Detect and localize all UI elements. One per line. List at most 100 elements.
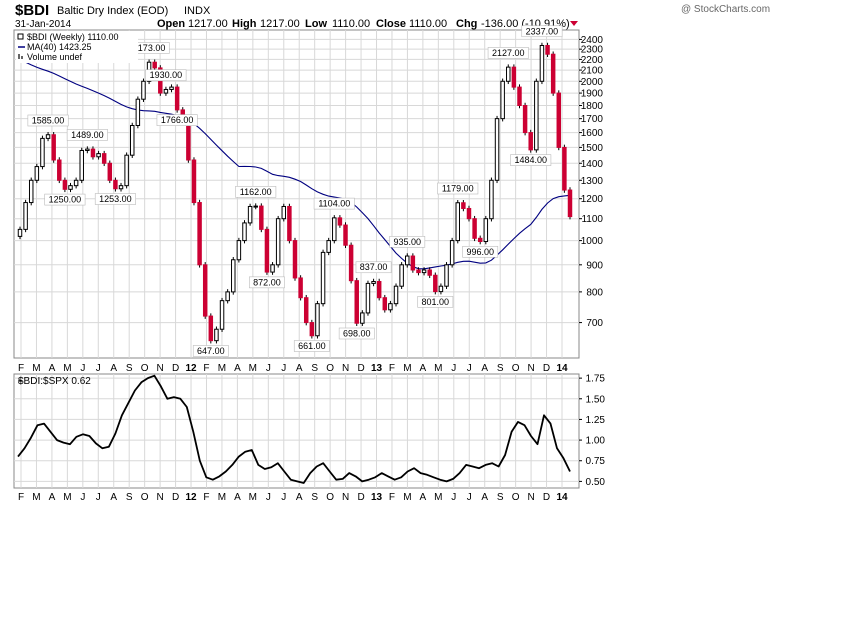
price-annotations: 1585.00 1250.00 1489.00 1253.00 2173.00 1930.…	[27, 25, 563, 357]
price-x-tick-label: O	[512, 363, 520, 374]
price-x-tick-label: A	[49, 363, 56, 374]
price-legend: $BDI (Weekly) 1110.00 MA(40) 1423.25 Vol…	[16, 31, 138, 63]
price-y-tick-label: 1700	[581, 114, 604, 125]
candle-up	[275, 218, 281, 266]
price-annotation-box	[235, 186, 277, 198]
candle-up	[449, 240, 455, 266]
ratio-x-tick-label: M	[32, 492, 40, 503]
candle-down	[416, 269, 421, 274]
ratio-x-tick-label: J	[96, 492, 101, 503]
candle-up	[360, 312, 365, 324]
price-annotation-label: 1253.00	[99, 194, 132, 204]
candle-up	[365, 282, 371, 314]
candle-down	[197, 202, 202, 266]
candle-down	[152, 61, 157, 69]
price-x-tick-label: M	[403, 363, 411, 374]
candle-up	[85, 148, 90, 151]
ratio-x-tick-label: D	[543, 492, 550, 503]
candle-up	[130, 124, 135, 156]
ratio-y-tick-label: 1.25	[586, 415, 606, 426]
price-annotation-box	[521, 25, 563, 38]
price-y-tick-label: 700	[586, 318, 603, 329]
candle-down	[57, 159, 62, 181]
price-x-tick-label: M	[434, 363, 442, 374]
ratio-x-tick-label: A	[296, 492, 303, 503]
price-annotation-label: 1585.00	[32, 115, 65, 125]
close-value: 1110.00	[409, 18, 447, 30]
price-annotation-label: 872.00	[253, 277, 281, 287]
price-y-tick-label: 1000	[581, 236, 604, 247]
price-x-tick-label: D	[357, 363, 364, 374]
ratio-x-tick-label: J	[266, 492, 271, 503]
price-x-tick-label: 14	[556, 363, 568, 374]
ratio-y-tick-label: 1.00	[586, 436, 606, 447]
price-y-tick-label: 1300	[581, 176, 604, 187]
candle-down	[191, 159, 197, 204]
candle-down	[90, 148, 96, 158]
ratio-title: $BDI:$SPX 0.62	[18, 376, 91, 387]
price-x-tick-label: F	[18, 363, 24, 374]
ratio-x-tick-label: D	[172, 492, 179, 503]
price-y-tick-label: 2300	[581, 45, 604, 56]
candle-up	[253, 205, 258, 208]
candle-up	[320, 251, 326, 305]
moving-average	[19, 58, 571, 270]
price-x-tick-label: S	[126, 363, 133, 374]
candle-down	[461, 202, 466, 209]
candle-down	[522, 105, 528, 134]
candle-down	[292, 240, 298, 279]
price-annotation-label: 837.00	[360, 262, 388, 272]
ratio-y-tick-label: 0.50	[586, 477, 606, 488]
candle-up	[225, 291, 230, 302]
price-annotation-box	[145, 69, 187, 82]
price-annotation-label: 1766.00	[161, 115, 194, 125]
candle-up	[236, 240, 242, 261]
ratio-gridlines	[14, 374, 579, 488]
price-annotation-label: 647.00	[197, 346, 225, 356]
ratio-line	[17, 374, 571, 484]
low-label: Low	[305, 18, 327, 30]
price-annotation-label: 2173.00	[133, 43, 166, 53]
open-value: 1217.00	[188, 18, 228, 30]
candle-up	[141, 80, 146, 100]
ratio-x-axis: F M A M J J A S O N D 12 F M A M J J A S O N D 13 F M A M J J A S O N D 14	[18, 492, 568, 503]
candle-down	[477, 237, 483, 243]
price-annotation-box	[510, 154, 552, 166]
symbol-title: $BDI	[15, 2, 49, 19]
candle-down	[343, 224, 348, 246]
candle-up	[494, 118, 500, 181]
ratio-x-tick-label: O	[326, 492, 334, 503]
candle-up	[219, 300, 225, 330]
ratio-x-tick-label: F	[18, 492, 24, 503]
candle-up	[371, 280, 376, 284]
price-annotation-box	[389, 236, 426, 248]
candle-up	[539, 44, 545, 82]
candle-down	[433, 274, 438, 293]
ratio-y-axis: 0.50 0.75 1.00 1.25 1.50 1.75	[579, 374, 605, 488]
price-annotation-box	[338, 327, 375, 340]
candle-up	[421, 269, 427, 274]
candle-down	[259, 205, 264, 230]
candle-down	[309, 322, 315, 337]
candle-up	[326, 240, 331, 253]
ratio-x-tick-label: S	[311, 492, 318, 503]
ratio-x-tick-label: F	[203, 492, 209, 503]
price-annotation-box	[487, 47, 529, 59]
candle-up	[438, 285, 444, 293]
legend-series: $BDI (Weekly) 1110.00	[27, 32, 119, 42]
candle-down	[264, 228, 270, 273]
candle-down	[556, 92, 562, 148]
ma-40-line	[19, 58, 571, 270]
ratio-y-tick-label: 0.75	[586, 456, 606, 467]
price-x-tick-label: M	[249, 363, 257, 374]
price-y-tick-label: 2100	[581, 66, 604, 77]
ratio-x-tick-label: S	[497, 492, 504, 503]
price-x-tick-label: J	[467, 363, 472, 374]
ratio-y-tick-label: 1.75	[586, 374, 606, 385]
ratio-x-tick-label: M	[249, 492, 257, 503]
candle-up	[73, 179, 79, 187]
candle-up	[500, 80, 505, 120]
candle-down	[550, 53, 556, 94]
candle-up	[23, 202, 28, 230]
candle-down	[287, 205, 292, 242]
